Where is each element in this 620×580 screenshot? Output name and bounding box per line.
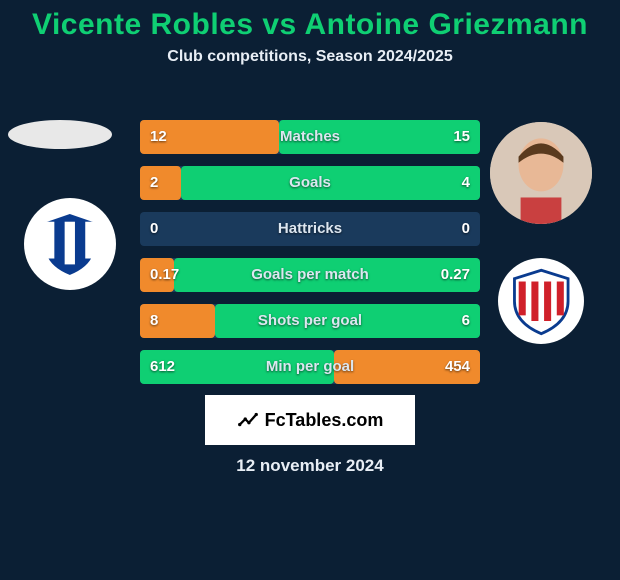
stat-label: Matches (280, 120, 340, 154)
player-left-avatar (8, 120, 112, 149)
alaves-icon (33, 207, 107, 281)
stat-value-left: 612 (150, 350, 175, 384)
chart-icon (237, 409, 259, 431)
stat-value-left: 0.17 (150, 258, 179, 292)
club-left-logo (24, 198, 116, 290)
brand-text: FcTables.com (265, 410, 384, 431)
stat-row: 12 15 Matches (140, 120, 480, 154)
stat-value-left: 0 (150, 212, 158, 246)
bar-left (140, 166, 181, 200)
stat-label: Goals per match (251, 258, 369, 292)
stat-label: Hattricks (278, 212, 342, 246)
atletico-icon (506, 266, 577, 337)
stat-value-right: 15 (453, 120, 470, 154)
stat-label: Goals (289, 166, 331, 200)
stat-value-left: 12 (150, 120, 167, 154)
stats-container: 12 15 Matches 2 4 Goals 0 0 Hattricks 0.17 0.27 Goa… (140, 120, 480, 396)
player-icon (490, 122, 592, 224)
stat-row: 2 4 Goals (140, 166, 480, 200)
player-right-avatar (490, 122, 592, 224)
stat-row: 8 6 Shots per goal (140, 304, 480, 338)
stat-row: 0.17 0.27 Goals per match (140, 258, 480, 292)
stat-row: 612 454 Min per goal (140, 350, 480, 384)
page-title: Vicente Robles vs Antoine Griezmann (0, 0, 620, 42)
subtitle: Club competitions, Season 2024/2025 (0, 48, 620, 66)
stat-value-right: 6 (462, 304, 470, 338)
stat-label: Min per goal (266, 350, 354, 384)
stat-label: Shots per goal (258, 304, 362, 338)
stat-value-right: 454 (445, 350, 470, 384)
stat-value-left: 2 (150, 166, 158, 200)
stat-value-right: 0 (462, 212, 470, 246)
stat-row: 0 0 Hattricks (140, 212, 480, 246)
brand-logo: FcTables.com (205, 395, 415, 445)
club-right-logo (498, 258, 584, 344)
footer-date: 12 november 2024 (236, 456, 383, 476)
stat-value-right: 0.27 (441, 258, 470, 292)
stat-value-left: 8 (150, 304, 158, 338)
stat-value-right: 4 (462, 166, 470, 200)
